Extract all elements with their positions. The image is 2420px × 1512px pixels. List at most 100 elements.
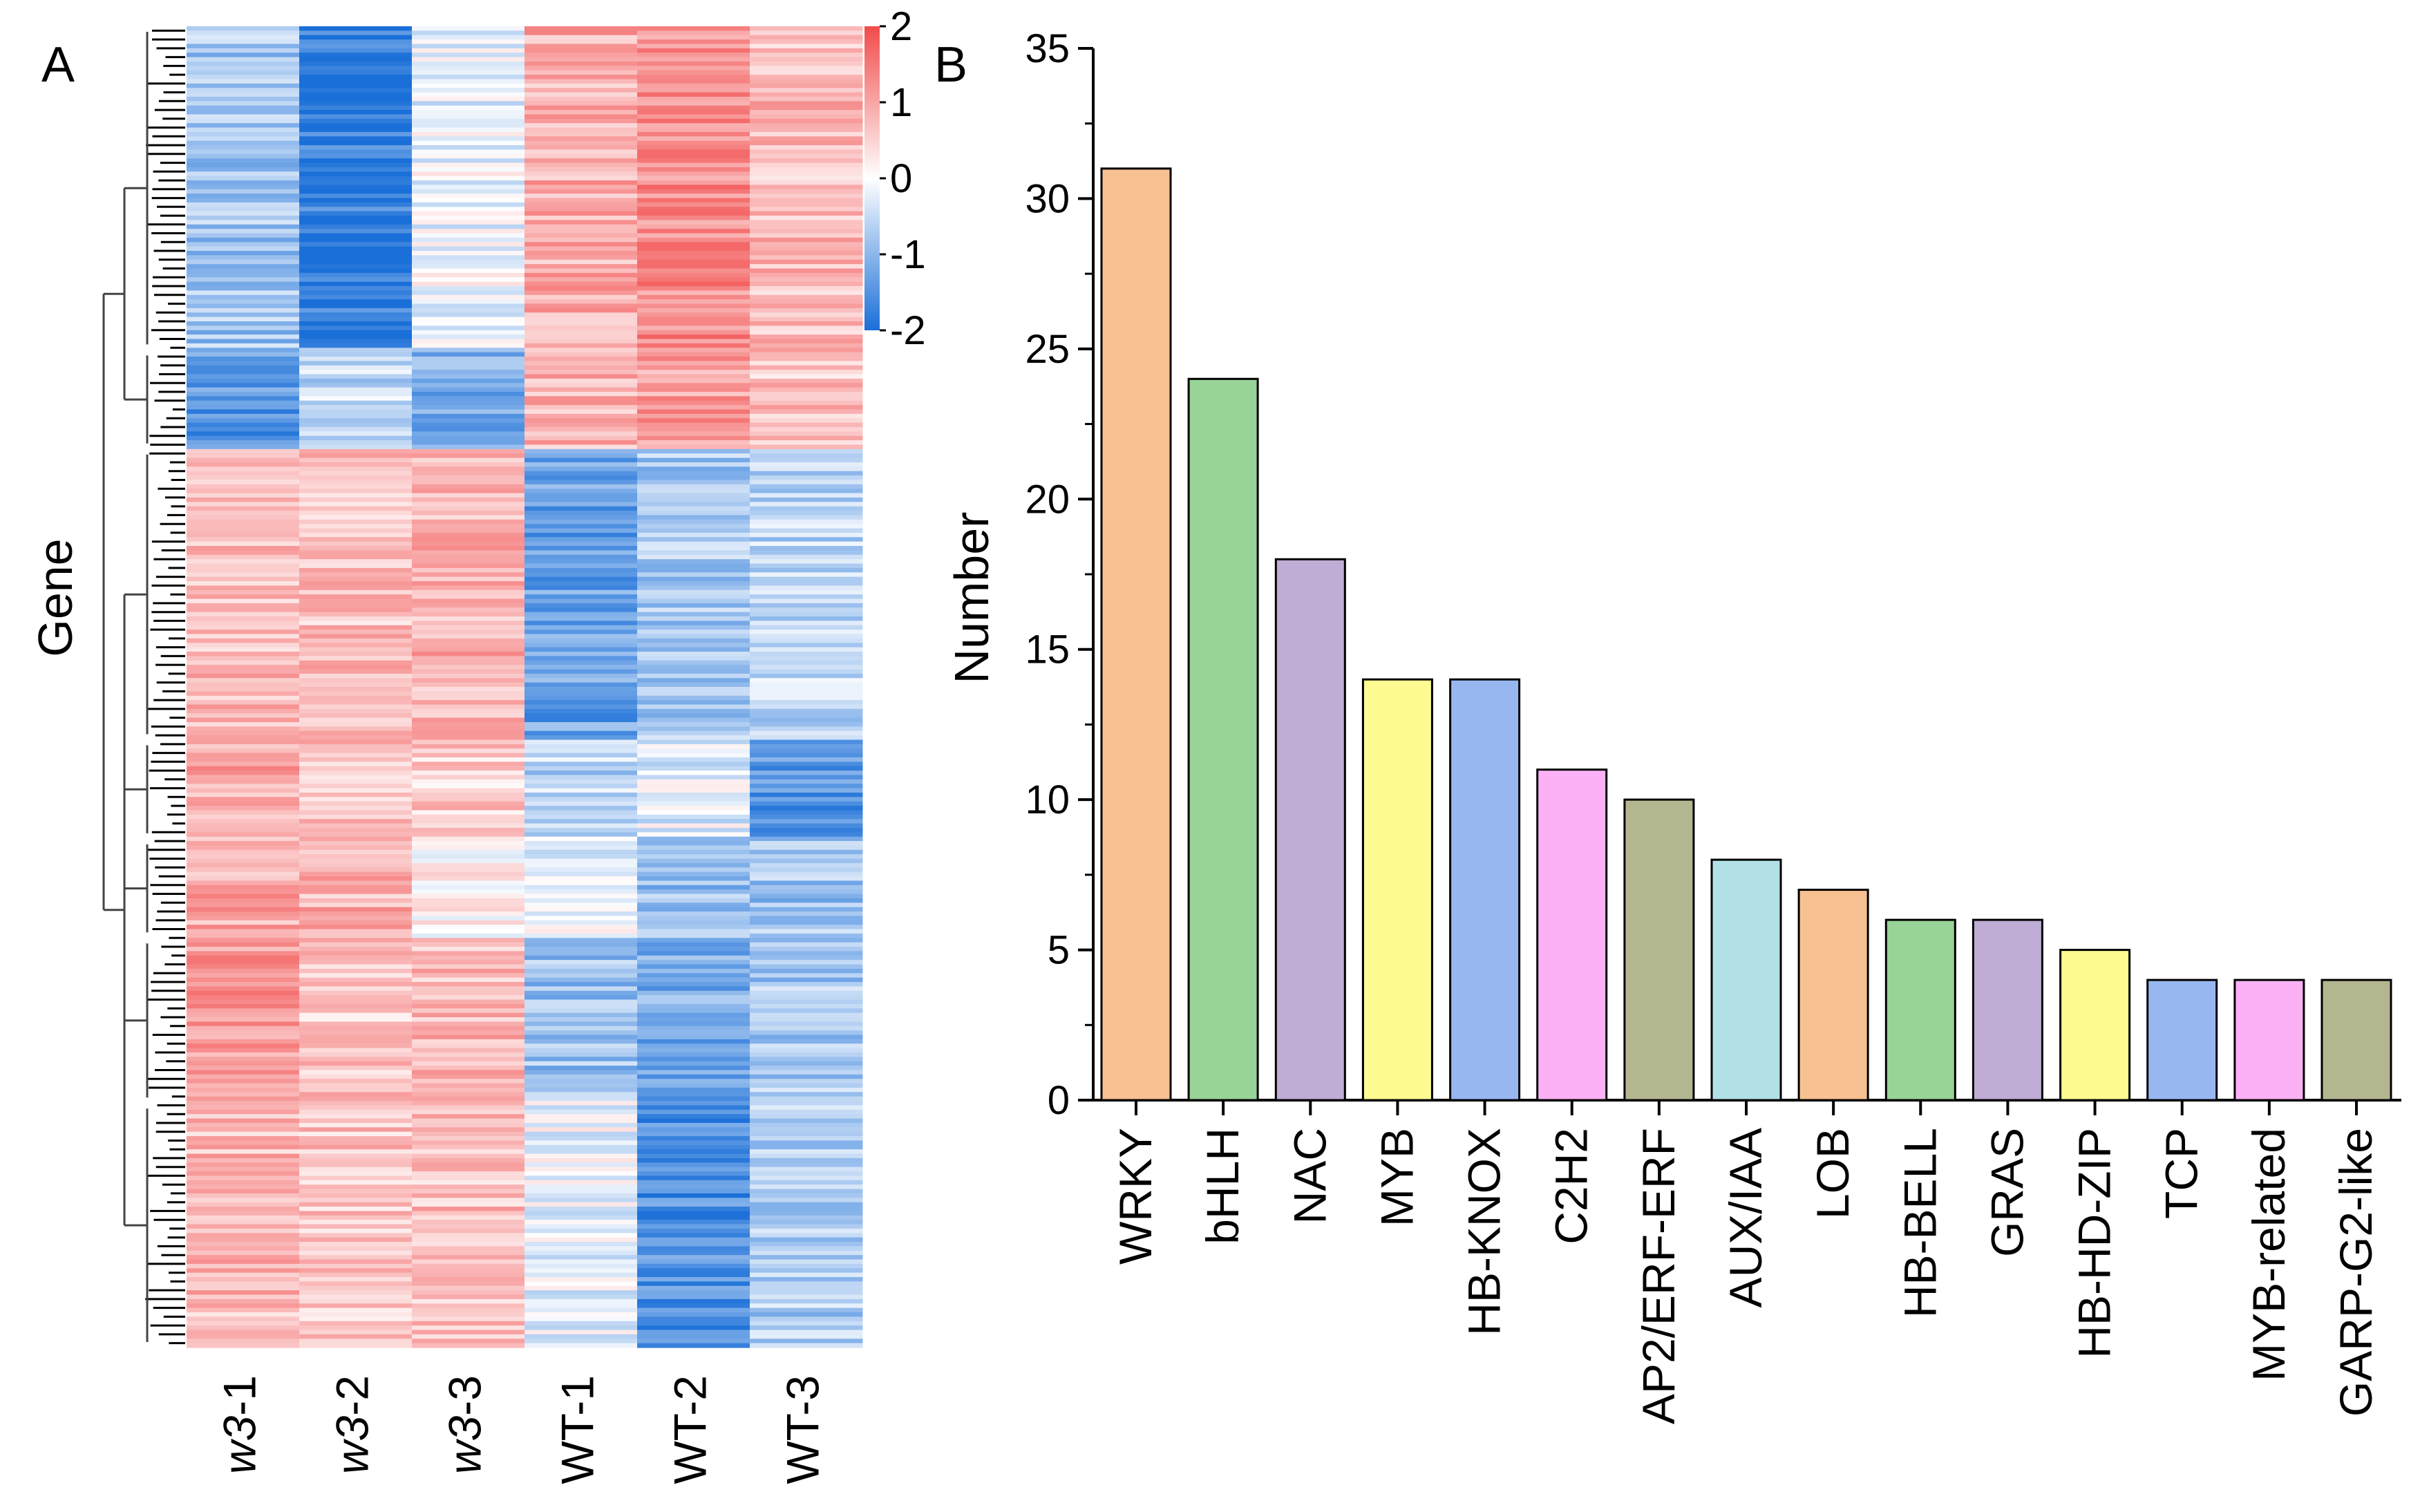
heatmap-cell <box>524 484 638 489</box>
heatmap-cell <box>637 827 750 833</box>
heatmap-cell <box>524 854 638 860</box>
heatmap-cell <box>412 475 525 481</box>
heatmap-cell <box>637 858 750 864</box>
heatmap-cell <box>187 176 300 181</box>
heatmap-cell <box>637 550 750 556</box>
heatmap-cell <box>299 515 413 520</box>
heatmap-cell <box>524 1105 638 1111</box>
heatmap-cell <box>750 422 863 428</box>
heatmap-cell <box>299 75 413 80</box>
heatmap-cell <box>750 457 863 463</box>
heatmap-cell <box>412 83 525 88</box>
heatmap-cell <box>637 519 750 525</box>
heatmap-cell <box>524 841 638 847</box>
heatmap-cell <box>750 942 863 947</box>
heatmap-cell <box>637 153 750 159</box>
heatmap-cell <box>187 457 300 463</box>
heatmap-cell <box>637 673 750 679</box>
heatmap-cell <box>524 440 638 446</box>
heatmap-cell <box>637 841 750 847</box>
heatmap-cell <box>750 1105 863 1111</box>
heatmap-cell <box>299 960 413 965</box>
heatmap-cell <box>750 1339 863 1344</box>
x-category-label: HB-KNOX <box>1459 1128 1510 1336</box>
heatmap-cell <box>187 303 300 309</box>
heatmap-cell <box>524 907 638 912</box>
x-category-label: NAC <box>1284 1128 1335 1224</box>
heatmap-cell <box>412 321 525 326</box>
heatmap-cell <box>750 880 863 886</box>
heatmap-cell <box>750 638 863 643</box>
heatmap-cell <box>524 1171 638 1177</box>
heatmap-cell <box>750 550 863 556</box>
heatmap-cell <box>412 422 525 428</box>
heatmap-cell <box>412 1079 525 1084</box>
heatmap-cell <box>299 1026 413 1031</box>
heatmap-cell <box>299 1343 413 1348</box>
colorbar-gradient <box>864 26 880 330</box>
heatmap-cell <box>299 1294 413 1300</box>
heatmap-cell <box>187 700 300 706</box>
heatmap-cell <box>750 929 863 934</box>
heatmap-cell <box>412 118 525 124</box>
heatmap-cell <box>750 1034 863 1040</box>
heatmap-cell <box>412 365 525 370</box>
bars <box>1100 167 2392 1102</box>
heatmap-cell <box>524 1127 638 1133</box>
heatmap-cell <box>637 281 750 287</box>
heatmap-cell <box>187 1026 300 1031</box>
heatmap-cell <box>750 277 863 283</box>
heatmap-cell <box>637 75 750 80</box>
heatmap-cell <box>299 775 413 780</box>
heatmap-cell <box>637 933 750 938</box>
heatmap-cell <box>187 286 300 291</box>
heatmap-cell <box>637 647 750 652</box>
heatmap-cell <box>524 57 638 62</box>
heatmap-cell <box>524 630 638 635</box>
heatmap-cell <box>299 528 413 533</box>
heatmap-cell <box>524 1246 638 1251</box>
heatmap-cell <box>299 493 413 498</box>
heatmap-cell <box>637 797 750 802</box>
heatmap-cell <box>412 532 525 538</box>
heatmap-cell <box>187 1277 300 1282</box>
heatmap-cell <box>187 990 300 996</box>
heatmap-cell <box>637 140 750 146</box>
heatmap-cell <box>637 387 750 393</box>
heatmap-cell <box>524 1131 638 1137</box>
heatmap-cell <box>750 1198 863 1203</box>
heatmap-cell <box>299 242 413 247</box>
heatmap-cell <box>412 303 525 309</box>
heatmap-cell <box>637 951 750 956</box>
heatmap-cell <box>299 537 413 542</box>
heatmap-cell <box>299 871 413 877</box>
heatmap-cell <box>524 572 638 578</box>
heatmap-cell <box>412 524 525 529</box>
heatmap-cell <box>637 748 750 754</box>
heatmap-cell <box>524 717 638 723</box>
heatmap-cell <box>187 986 300 992</box>
heatmap-cell <box>524 665 638 670</box>
heatmap-cell <box>637 598 750 604</box>
heatmap-cell <box>412 739 525 745</box>
heatmap-cell <box>187 339 300 344</box>
heatmap-cell <box>299 559 413 565</box>
heatmap-cell <box>299 101 413 106</box>
heatmap-cell <box>412 131 525 137</box>
heatmap-cell <box>187 1330 300 1335</box>
heatmap-cell <box>750 546 863 551</box>
heatmap-cell <box>412 1171 525 1177</box>
heatmap-cell <box>299 30 413 36</box>
heatmap-cell <box>412 907 525 912</box>
heatmap-cell <box>637 44 750 49</box>
heatmap-cell <box>637 867 750 873</box>
heatmap-cell <box>299 867 413 873</box>
heatmap-cell <box>637 960 750 965</box>
heatmap-cell <box>412 193 525 199</box>
heatmap-cell <box>412 158 525 164</box>
heatmap-cell <box>637 352 750 357</box>
heatmap-cell <box>750 1189 863 1194</box>
heatmap-cell <box>187 374 300 379</box>
heatmap-cell <box>750 176 863 181</box>
heatmap-cell <box>524 766 638 771</box>
